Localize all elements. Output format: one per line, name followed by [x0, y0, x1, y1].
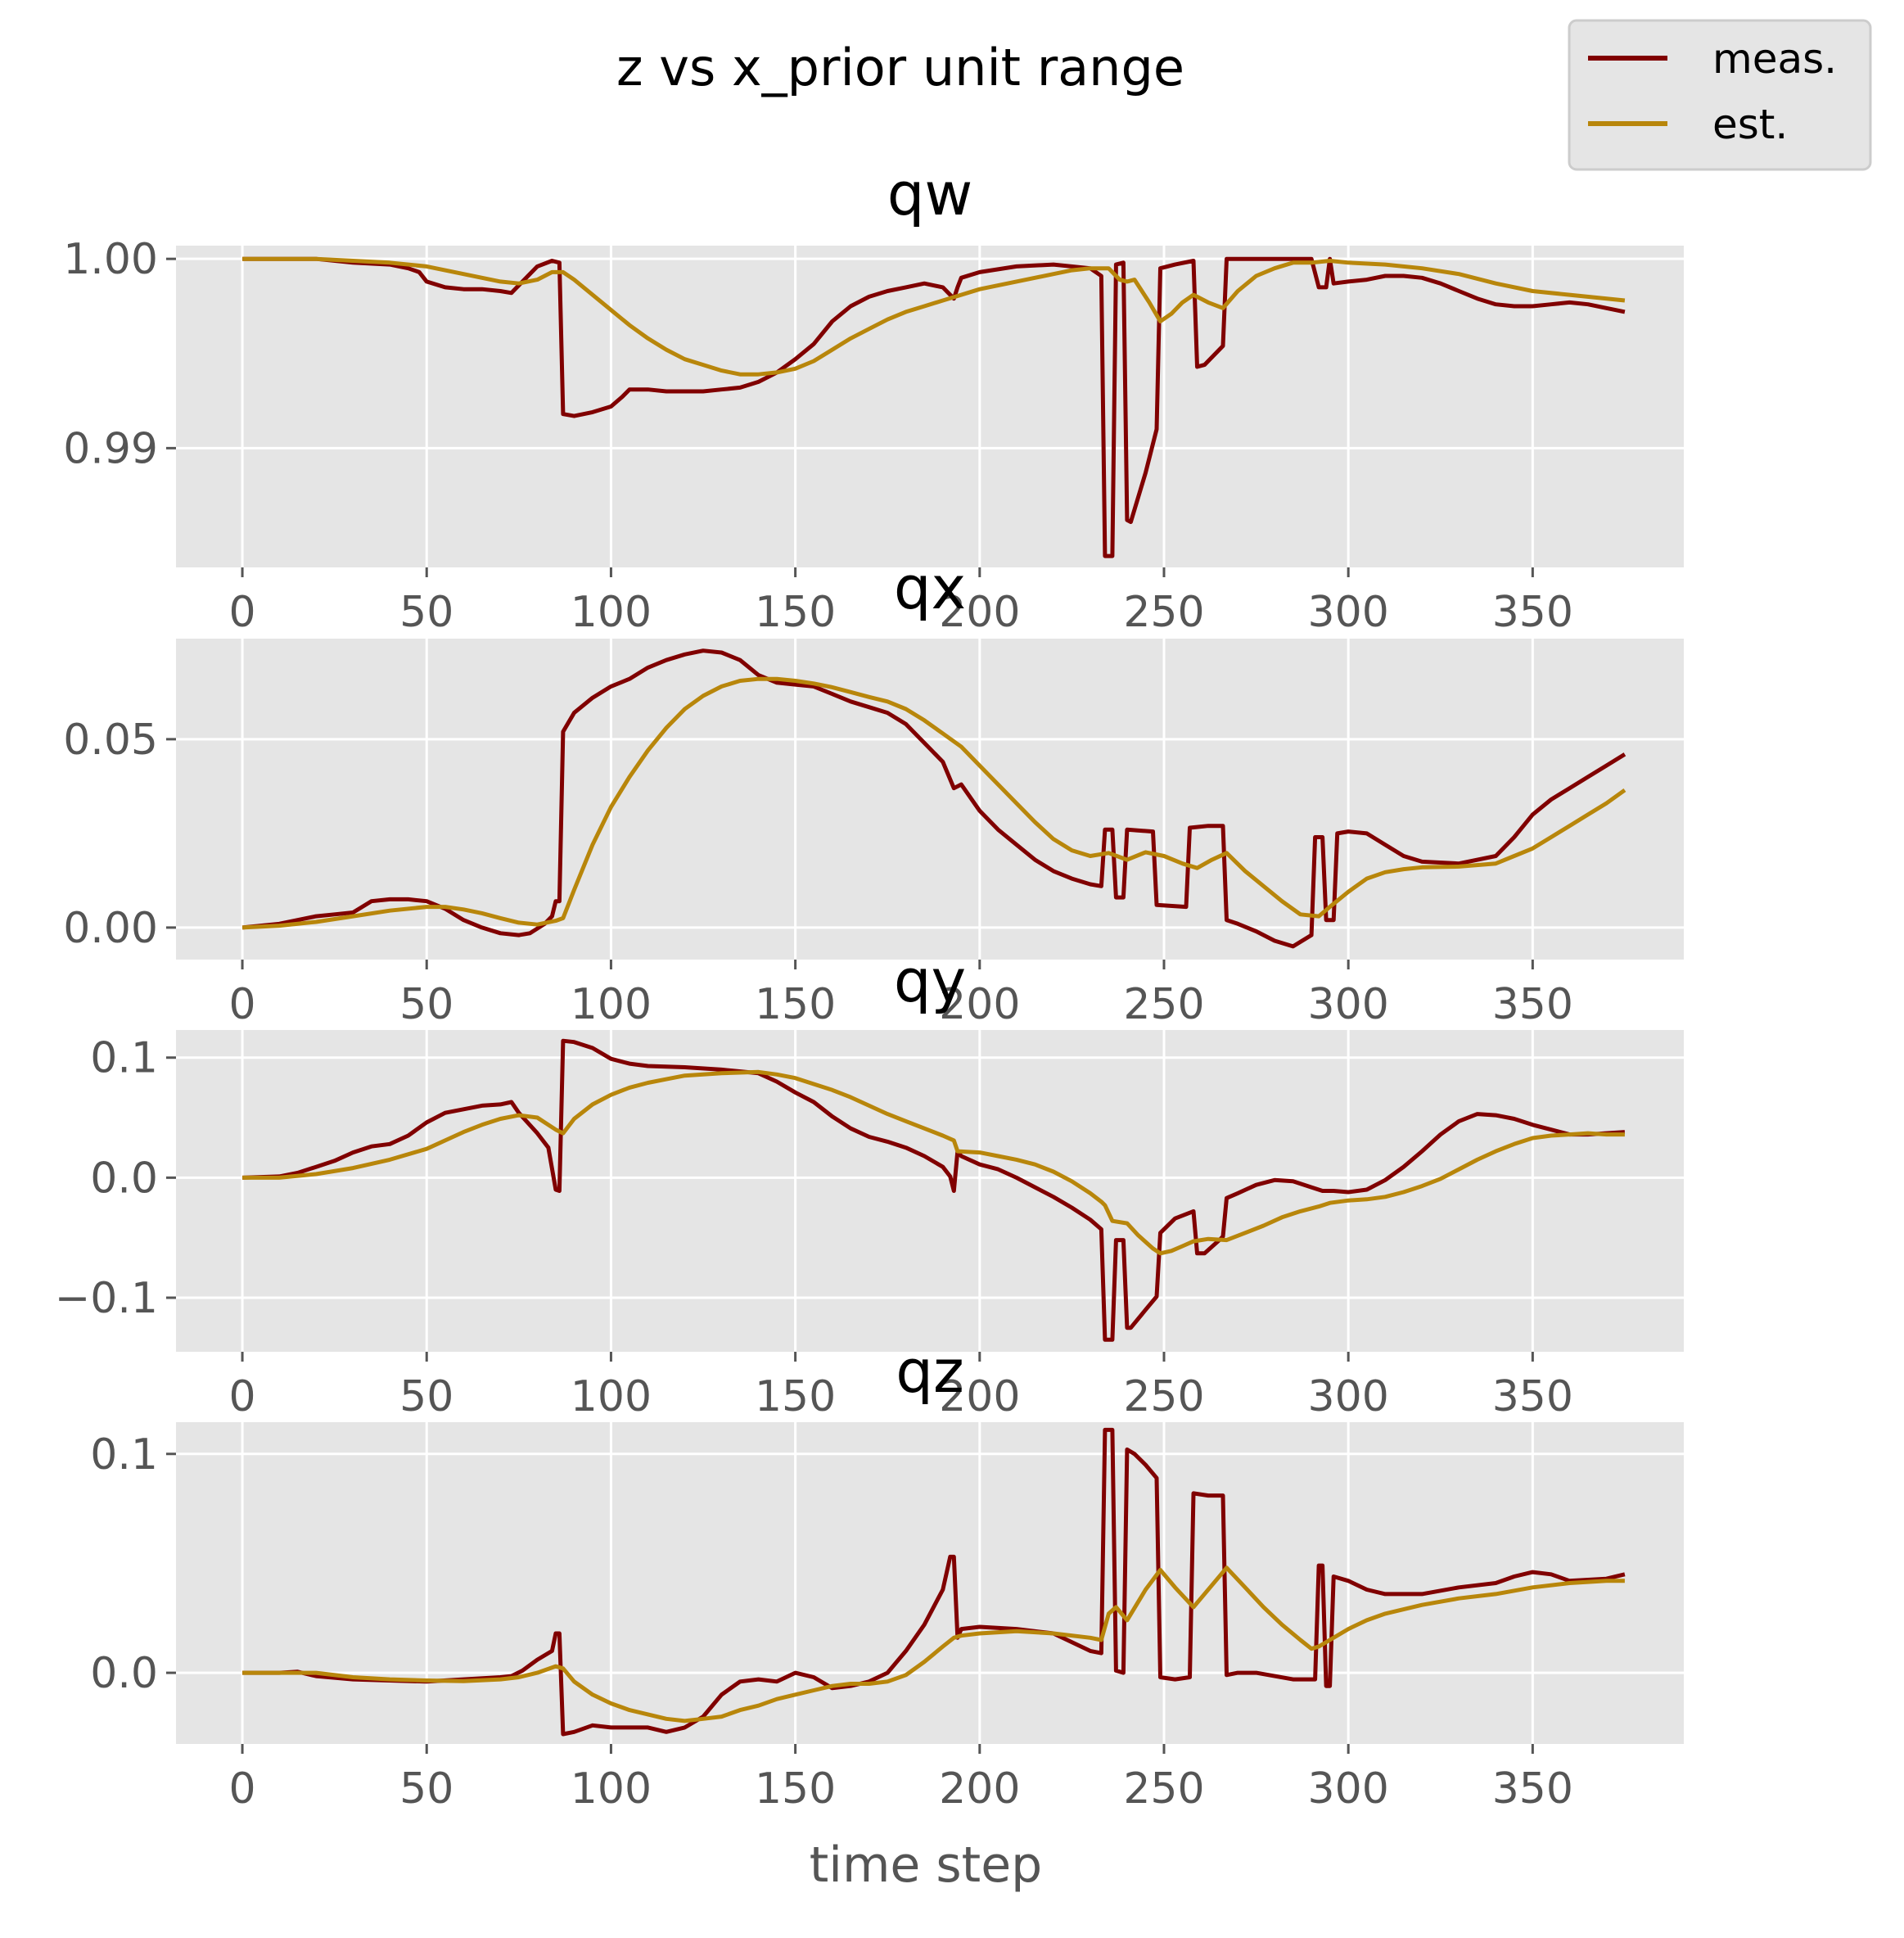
x-tick-label: 350: [1492, 980, 1573, 1029]
series-group: [242, 1427, 1626, 1737]
subplot-qz: 0 50 100 150 200 250 300 350 0.0 0.1 qz: [90, 1337, 1684, 1814]
x-tick-label: 200: [939, 588, 1020, 637]
legend-label-meas: meas.: [1712, 35, 1837, 83]
series-group: [242, 1038, 1626, 1342]
y-tick-label: 0.1: [90, 1430, 158, 1479]
y-tick-label: −0.1: [55, 1274, 158, 1323]
series-group: [241, 648, 1627, 949]
subplot-title-qx: qx: [894, 553, 966, 622]
x-tick-label: 300: [1308, 980, 1389, 1029]
series-line-meas-qx: [241, 648, 1627, 949]
plot-area-qz: [176, 1422, 1684, 1744]
figure-suptitle: z vs x_prior unit range: [616, 38, 1184, 97]
x-tick-label: 0: [229, 1764, 256, 1814]
y-tick-label: 0.0: [90, 1649, 158, 1698]
series-line-est-qz: [242, 1565, 1625, 1723]
x-tick-label: 200: [939, 980, 1020, 1029]
x-tick-label: 0: [229, 1372, 256, 1421]
x-tick-label: 0: [229, 588, 256, 637]
legend-label-est: est.: [1712, 101, 1788, 148]
series-line-meas-qy: [242, 1038, 1626, 1342]
subplots: 0 50 100 150 200 250 300 350 0.99 1.00 qw 0 50 100 150…: [55, 160, 1684, 1814]
x-tick-label: 250: [1123, 1764, 1204, 1814]
y-tick-label: 0.05: [63, 716, 158, 765]
x-tick-label: 350: [1492, 1764, 1573, 1814]
x-tick-label: 350: [1492, 1372, 1573, 1421]
series-line-meas-qw: [242, 256, 1626, 558]
x-tick-label: 50: [399, 588, 453, 637]
x-tick-label: 200: [939, 1764, 1020, 1814]
legend: meas. est.: [1568, 19, 1872, 171]
series-line-meas-qz: [242, 1427, 1626, 1737]
x-axis-label: time step: [810, 1836, 1042, 1894]
x-tick-label: 350: [1492, 588, 1573, 637]
plot-area-qw: [176, 246, 1684, 567]
series-line-est-qy: [242, 1069, 1625, 1256]
x-tick-label: 50: [399, 1372, 453, 1421]
series-group: [242, 256, 1626, 558]
subplot-qx: 0 50 100 150 200 250 300 350 0.00 0.05 qx: [63, 553, 1684, 1029]
y-tick-label: 0.00: [63, 904, 158, 953]
plot-area-qx: [176, 639, 1684, 960]
x-tick-label: 250: [1123, 980, 1204, 1029]
x-tick-label: 200: [939, 1372, 1020, 1421]
x-tick-label: 300: [1308, 1764, 1389, 1814]
plot-area-qy: [176, 1030, 1684, 1352]
x-tick-label: 100: [571, 588, 652, 637]
subplot-title-qw: qw: [887, 160, 973, 228]
x-tick-label: 50: [399, 980, 453, 1029]
x-tick-label: 100: [571, 1372, 652, 1421]
y-tick-label: 0.99: [63, 424, 158, 473]
x-tick-label: 150: [755, 1372, 836, 1421]
x-tick-label: 150: [755, 1764, 836, 1814]
x-tick-label: 100: [571, 980, 652, 1029]
y-tick-label: 0.1: [90, 1034, 158, 1083]
x-tick-label: 150: [755, 588, 836, 637]
series-line-est-qw: [242, 256, 1626, 377]
x-tick-label: 300: [1308, 1372, 1389, 1421]
series-line-est-qx: [241, 676, 1627, 930]
x-tick-label: 50: [399, 1764, 453, 1814]
x-tick-label: 300: [1308, 588, 1389, 637]
subplot-title-qz: qz: [896, 1337, 964, 1406]
y-tick-label: 1.00: [63, 235, 158, 284]
x-tick-label: 100: [571, 1764, 652, 1814]
subplot-qy: 0 50 100 150 200 250 300 350 −0.1 0.0 0.1 qy: [55, 946, 1684, 1421]
y-tick-label: 0.0: [90, 1154, 158, 1203]
x-tick-label: 250: [1123, 1372, 1204, 1421]
subplot-qw: 0 50 100 150 200 250 300 350 0.99 1.00 qw: [63, 160, 1684, 637]
x-tick-label: 150: [755, 980, 836, 1029]
x-tick-label: 0: [229, 980, 256, 1029]
subplot-title-qy: qy: [894, 946, 966, 1015]
x-tick-label: 250: [1123, 588, 1204, 637]
